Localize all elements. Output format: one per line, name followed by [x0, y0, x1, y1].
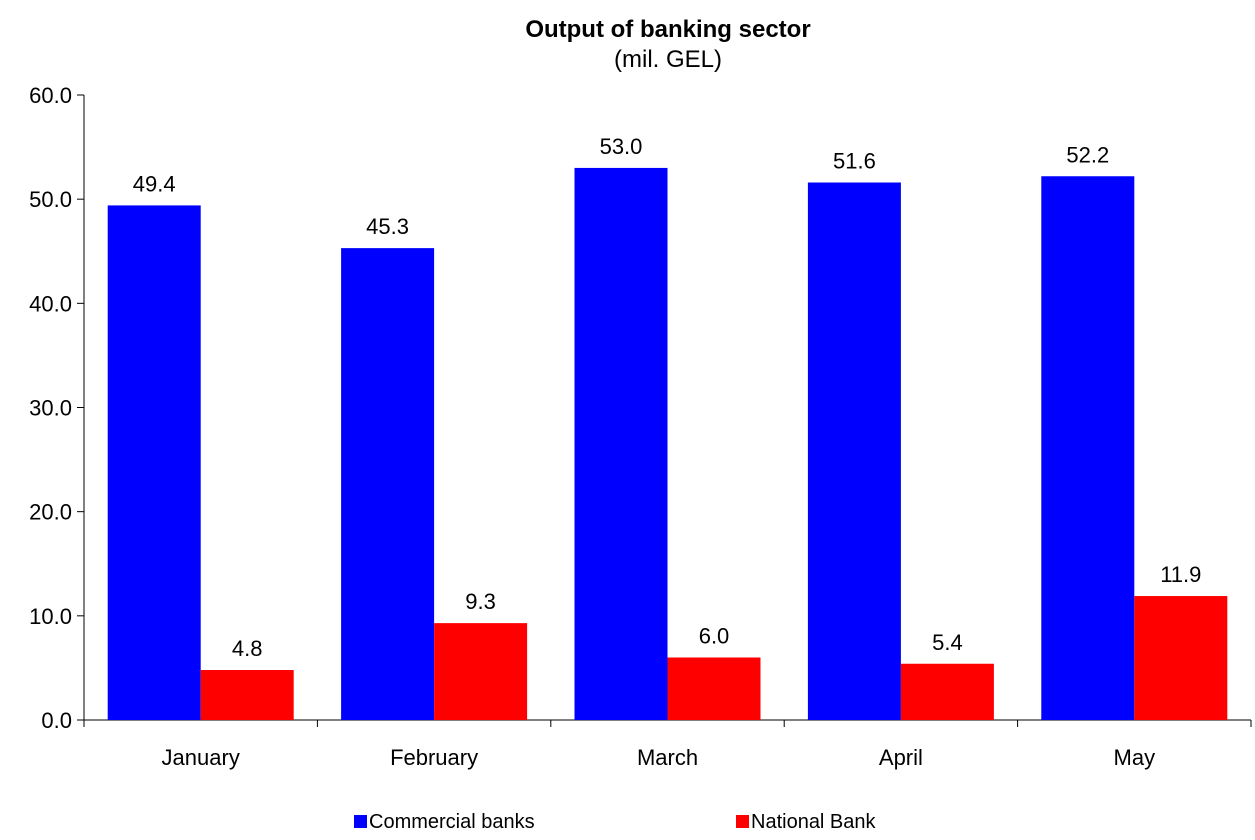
- legend-swatch: [736, 815, 749, 828]
- bar-commercial-banks: [107, 205, 201, 720]
- bar-commercial-banks: [1041, 176, 1135, 720]
- y-tick-label: 0.0: [41, 708, 72, 733]
- y-tick-label: 20.0: [29, 500, 72, 525]
- bar-commercial-banks: [341, 248, 435, 720]
- x-tick-label: May: [1114, 745, 1156, 770]
- x-tick-label: January: [162, 745, 240, 770]
- y-tick-label: 40.0: [29, 291, 72, 316]
- x-tick-label: February: [390, 745, 478, 770]
- x-tick-label: March: [637, 745, 698, 770]
- bar-national-bank: [667, 657, 761, 720]
- bar-commercial-banks: [807, 182, 901, 720]
- data-label: 53.0: [600, 134, 643, 159]
- data-label: 51.6: [833, 149, 876, 174]
- y-tick-label: 30.0: [29, 396, 72, 421]
- bar-commercial-banks: [574, 167, 668, 720]
- y-tick-label: 60.0: [29, 83, 72, 108]
- bar-national-bank: [434, 623, 528, 720]
- data-label: 4.8: [232, 636, 263, 661]
- plot-area: 0.0 10.0 20.0 30.0 40.0 50.0 60.0 49.4 4.8 Januar…: [29, 83, 1252, 770]
- y-tick-label: 50.0: [29, 187, 72, 212]
- data-label: 11.9: [1160, 562, 1201, 587]
- bar-national-bank: [200, 670, 294, 720]
- legend-label: Commercial banks: [369, 811, 535, 833]
- data-label: 5.4: [932, 630, 963, 655]
- legend-label: National Bank: [751, 811, 877, 833]
- bar-national-bank: [1134, 596, 1228, 720]
- chart-title: Output of banking sector: [525, 16, 810, 43]
- legend: Commercial banks National Bank: [354, 811, 877, 833]
- y-tick-label: 10.0: [29, 604, 72, 629]
- data-label: 52.2: [1066, 142, 1109, 167]
- bar-national-bank: [900, 663, 994, 720]
- data-label: 49.4: [133, 171, 176, 196]
- x-tick-label: April: [879, 745, 923, 770]
- data-label: 45.3: [366, 214, 409, 239]
- data-label: 9.3: [465, 589, 496, 614]
- legend-swatch: [354, 815, 367, 828]
- data-label: 6.0: [699, 624, 730, 649]
- chart-subtitle: (mil. GEL): [614, 46, 722, 73]
